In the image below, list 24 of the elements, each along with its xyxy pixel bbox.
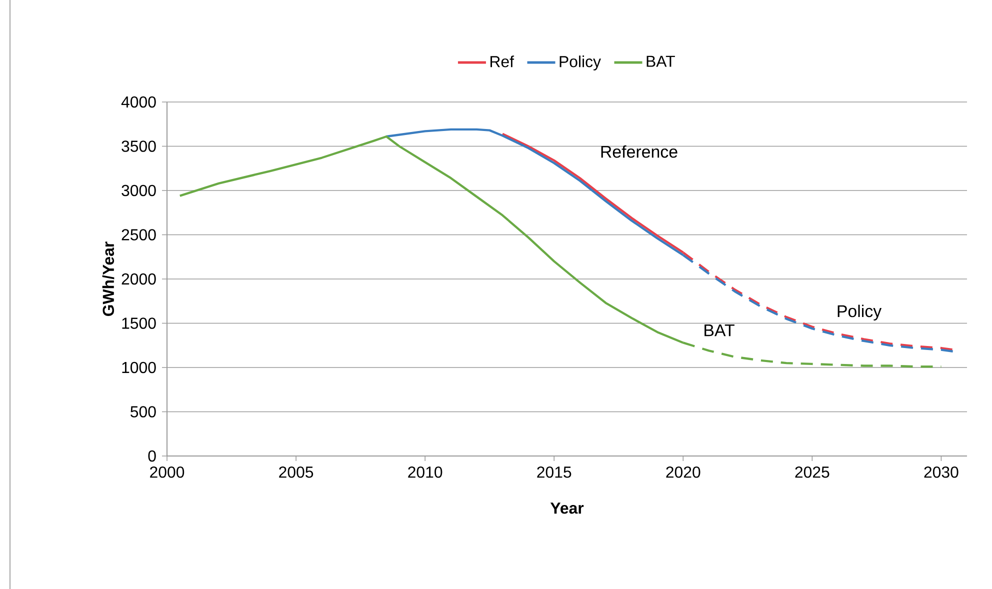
legend-label: Ref <box>490 56 514 68</box>
annotation: Reference <box>601 145 678 158</box>
y-tick-label: 3500 <box>122 140 156 152</box>
x-tick-label: 2025 <box>795 466 830 478</box>
y-tick-label: 4000 <box>121 96 156 108</box>
x-tick-label: 2030 <box>924 466 958 478</box>
y-tick-label: 0 <box>148 450 156 462</box>
y-tick-label: 500 <box>130 406 156 418</box>
y-axis-title: GWh/Year <box>102 242 114 316</box>
x-axis-title: Year <box>550 502 584 514</box>
x-tick-label: 2015 <box>537 466 572 478</box>
y-tick-label: 1500 <box>122 318 156 329</box>
y-tick-label: 2500 <box>122 229 156 240</box>
annotation: BAT <box>704 324 734 336</box>
legend-label: Policy <box>560 56 601 70</box>
x-tick-label: 2020 <box>666 466 700 478</box>
y-tick-label: 3000 <box>122 184 156 196</box>
x-tick-label: 2010 <box>408 466 442 478</box>
annotation: Policy <box>838 304 882 321</box>
legend-label: BAT <box>646 56 675 67</box>
x-tick-label: 2000 <box>150 466 184 478</box>
y-tick-label: 2000 <box>122 273 156 285</box>
x-tick-label: 2005 <box>279 466 314 478</box>
y-tick-label: 1000 <box>122 362 156 374</box>
